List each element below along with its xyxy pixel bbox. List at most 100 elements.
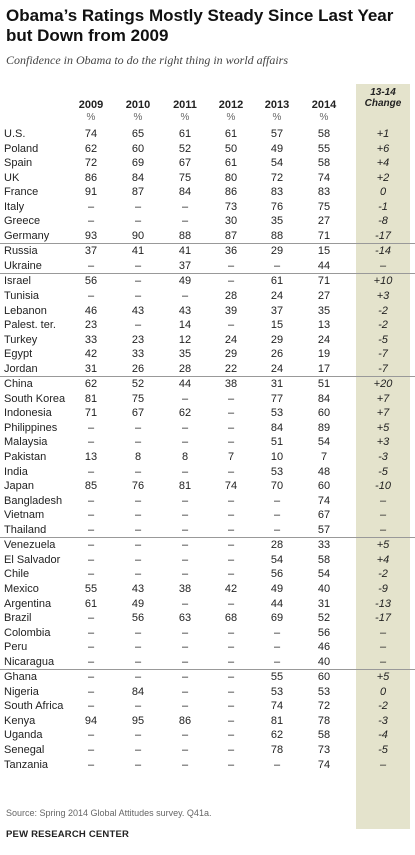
cell-value: – — [181, 743, 189, 756]
cell-value: 84 — [131, 171, 145, 184]
table-row: Tunisia – – – 28 24 27 +3 — [0, 289, 415, 304]
cell-value: 60 — [131, 142, 145, 155]
country-label: Brazil — [4, 612, 32, 625]
percent-label: % — [133, 112, 143, 123]
change-value: +5 — [376, 421, 390, 434]
cell-value: – — [227, 685, 235, 698]
cell-value: 54 — [270, 553, 284, 566]
cell-value: 14 — [178, 319, 192, 332]
country-label: South Africa — [4, 700, 64, 713]
table-row: Senegal – – – – 78 73 -5 — [0, 743, 415, 758]
cell-value: 35 — [270, 215, 284, 228]
cell-value: 35 — [317, 304, 331, 317]
country-label: Uganda — [4, 729, 43, 742]
country-label: Palest. ter. — [4, 319, 56, 332]
table-row: Italy – – – 73 76 75 -1 — [0, 200, 415, 215]
country-label: Israel — [4, 275, 31, 288]
change-value: -1 — [378, 200, 388, 213]
country-label: Philippines — [4, 421, 58, 434]
cell-value: 41 — [131, 245, 145, 258]
cell-value: 49 — [270, 582, 284, 595]
cell-value: 85 — [84, 480, 98, 493]
cell-value: – — [134, 568, 142, 581]
cell-value: 28 — [270, 539, 284, 552]
change-value: -3 — [378, 451, 388, 464]
cell-value: 61 — [224, 157, 238, 170]
change-value: -13 — [375, 597, 391, 610]
cell-value: 33 — [131, 348, 145, 361]
cell-value: 90 — [131, 229, 145, 242]
change-value: 0 — [379, 685, 387, 698]
table-row: Kenya 94 95 86 – 81 78 -3 — [0, 714, 415, 729]
cell-value: 61 — [178, 128, 192, 140]
cell-value: – — [181, 494, 189, 507]
cell-value: 26 — [270, 348, 284, 361]
cell-value: 17 — [317, 362, 331, 375]
country-label: Argentina — [4, 597, 52, 610]
cell-value: 22 — [224, 362, 238, 375]
cell-value: 37 — [84, 245, 98, 258]
change-value: +1 — [376, 128, 390, 140]
cell-value: 83 — [317, 186, 331, 199]
cell-value: – — [134, 465, 142, 478]
change-value: +7 — [376, 392, 390, 405]
cell-value: – — [134, 290, 142, 303]
cell-value: 15 — [317, 245, 331, 258]
cell-value: 76 — [131, 480, 145, 493]
table-row: Turkey 33 23 12 24 29 24 -5 — [0, 333, 415, 348]
cell-value: 84 — [131, 685, 145, 698]
cell-value: 86 — [178, 714, 192, 727]
cell-value: 75 — [131, 392, 145, 405]
percent-label: % — [180, 112, 190, 123]
year-header: 2010 — [125, 99, 151, 111]
country-label: UK — [4, 171, 20, 184]
cell-value: 40 — [317, 582, 331, 595]
cell-value: – — [181, 553, 189, 566]
country-label: Nigeria — [4, 685, 39, 698]
cell-value: 65 — [131, 128, 145, 140]
change-value: +20 — [373, 378, 393, 391]
change-value: +5 — [376, 539, 390, 552]
cell-value: 31 — [270, 378, 284, 391]
cell-value: 58 — [317, 553, 331, 566]
change-value: +7 — [376, 407, 390, 420]
cell-value: – — [87, 685, 95, 698]
cell-value: – — [87, 553, 95, 566]
cell-value: – — [273, 641, 281, 654]
cell-value: 53 — [270, 465, 284, 478]
cell-value: 67 — [131, 407, 145, 420]
table-row: Tanzania – – – – – 74 – — [0, 758, 415, 773]
cell-value: – — [227, 597, 235, 610]
cell-value: – — [87, 200, 95, 213]
change-value: -2 — [378, 568, 388, 581]
year-header: 2014 — [311, 99, 337, 111]
cell-value: 75 — [317, 200, 331, 213]
cell-value: – — [134, 494, 142, 507]
cell-value: – — [227, 319, 235, 332]
cell-value: 43 — [131, 304, 145, 317]
cell-value: – — [227, 494, 235, 507]
cell-value: 73 — [317, 743, 331, 756]
cell-value: – — [87, 465, 95, 478]
cell-value: 7 — [227, 451, 235, 464]
cell-value: – — [87, 700, 95, 713]
cell-value: – — [227, 509, 235, 522]
cell-value: – — [87, 743, 95, 756]
cell-value: – — [181, 523, 189, 536]
cell-value: – — [227, 465, 235, 478]
change-value: -2 — [378, 304, 388, 317]
cell-value: – — [273, 655, 281, 668]
cell-value: 68 — [224, 612, 238, 625]
cell-value: – — [181, 597, 189, 610]
cell-value: 38 — [178, 582, 192, 595]
table-row: Mexico 55 43 38 42 49 40 -9 — [0, 582, 415, 597]
country-label: Lebanon — [4, 304, 47, 317]
cell-value: 74 — [84, 128, 98, 140]
chart-subtitle: Confidence in Obama to do the right thin… — [6, 53, 288, 67]
cell-value: – — [273, 494, 281, 507]
cell-value: 49 — [178, 275, 192, 288]
table-row: Thailand – – – – – 57 – — [0, 523, 415, 538]
cell-value: 56 — [270, 568, 284, 581]
cell-value: – — [273, 758, 281, 771]
cell-value: – — [227, 700, 235, 713]
